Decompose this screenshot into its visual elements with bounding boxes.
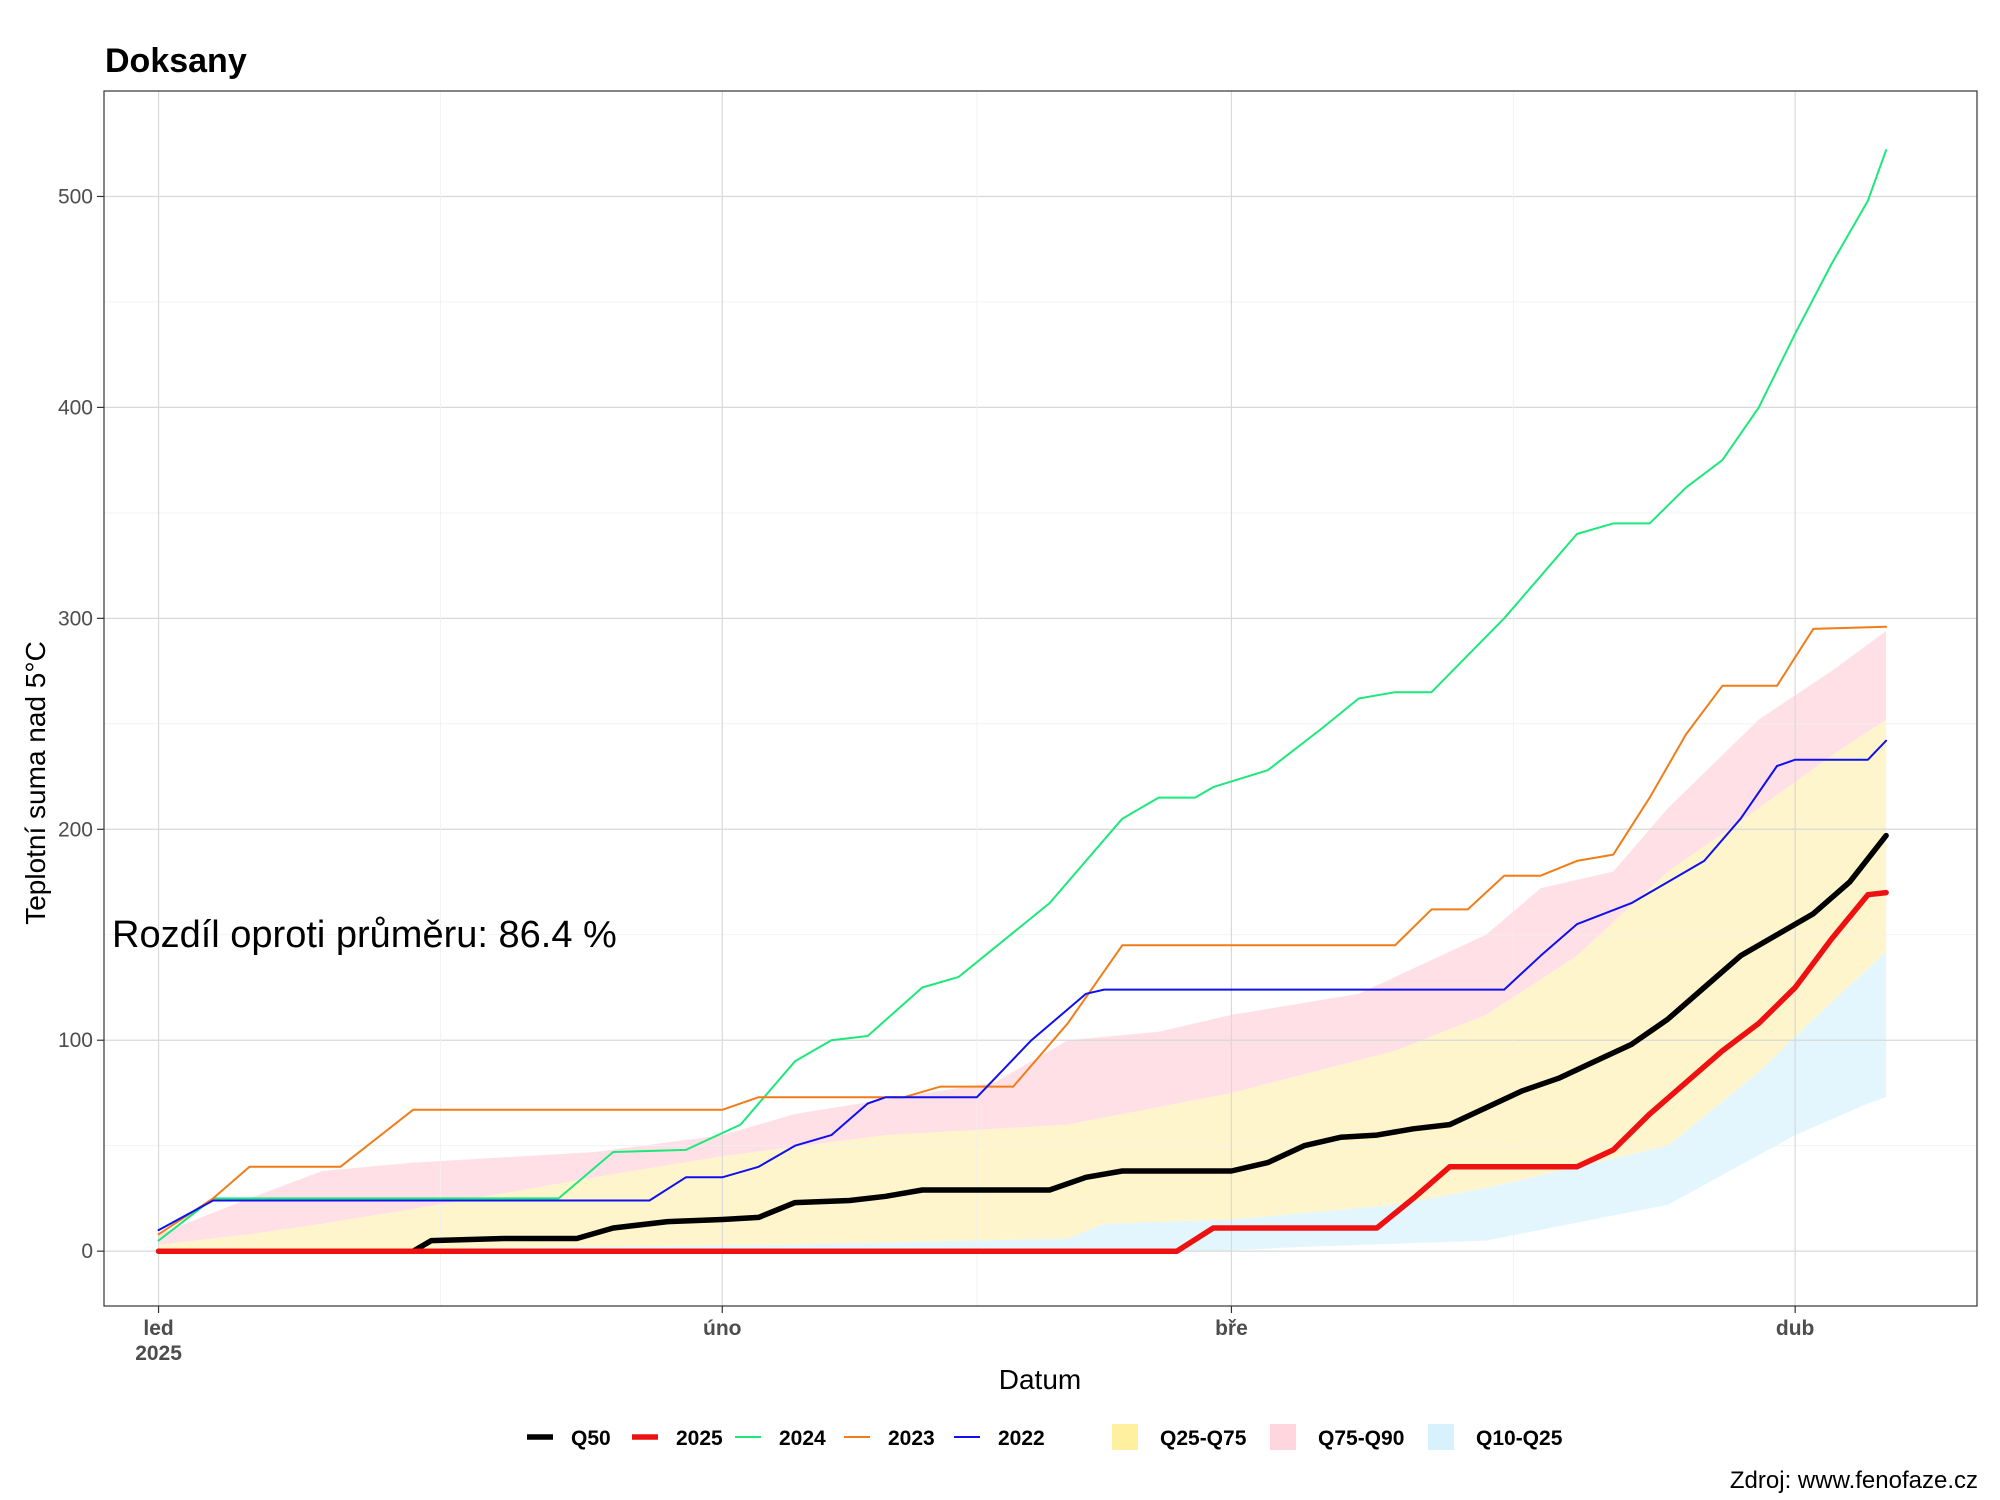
y-tick-label: 200 bbox=[58, 818, 93, 841]
band-q25-q75 bbox=[158, 719, 1887, 1252]
series-line-q50 bbox=[155, 832, 1889, 1254]
legend-label: 2024 bbox=[779, 1427, 826, 1450]
legend-label: 2022 bbox=[998, 1427, 1045, 1450]
band-q75-q90 bbox=[158, 631, 1887, 1245]
legend-key bbox=[1428, 1424, 1454, 1450]
legend-item-q75-q90: Q75-Q90 bbox=[1270, 1424, 1404, 1450]
series-line-2025 bbox=[155, 889, 1889, 1254]
source-caption: Zdroj: www.fenofaze.cz bbox=[1730, 1467, 1978, 1494]
x-tick-label: dub bbox=[1776, 1317, 1814, 1340]
chart-title: Doksany bbox=[105, 42, 247, 80]
y-tick-label: 300 bbox=[58, 607, 93, 630]
legend-key bbox=[1270, 1424, 1296, 1450]
series-line-2023 bbox=[157, 625, 1888, 1236]
legend-label: Q75-Q90 bbox=[1318, 1427, 1404, 1450]
legend-item-q25-q75: Q25-Q75 bbox=[1112, 1424, 1247, 1450]
legend-label: 2023 bbox=[888, 1427, 935, 1450]
legend-label: 2025 bbox=[676, 1427, 723, 1450]
series-line-2022 bbox=[157, 739, 1888, 1232]
plot-border bbox=[103, 90, 1978, 1307]
legend-item-2022: 2022 bbox=[954, 1427, 1045, 1450]
x-tick-label: bře bbox=[1215, 1317, 1248, 1340]
x-tick-sublabel: 2025 bbox=[135, 1342, 182, 1365]
legend-item-q10-q25: Q10-Q25 bbox=[1428, 1424, 1563, 1450]
y-tick-label: 500 bbox=[58, 185, 93, 208]
difference-annotation: Rozdíl oproti průměru: 86.4 % bbox=[112, 914, 617, 956]
x-tick-label: úno bbox=[703, 1317, 741, 1340]
legend-key bbox=[1112, 1424, 1138, 1450]
y-axis-ticks: 0 100 200 300 400 500 bbox=[58, 185, 104, 1263]
legend-label: Q25-Q75 bbox=[1160, 1427, 1247, 1450]
legend: Q50 2025 2024 2023 2022 Q25-Q75 Q75-Q90 Q10-Q25 bbox=[527, 1424, 1563, 1450]
y-tick-label: 0 bbox=[81, 1240, 93, 1263]
legend-item-q50: Q50 bbox=[527, 1427, 611, 1450]
series-lines bbox=[155, 149, 1889, 1254]
legend-item-2023: 2023 bbox=[844, 1427, 935, 1450]
legend-label: Q50 bbox=[571, 1427, 611, 1450]
grid-lines bbox=[104, 91, 1977, 1306]
legend-item-2024: 2024 bbox=[735, 1427, 826, 1450]
series-line-2024 bbox=[157, 149, 1888, 1242]
legend-item-2025: 2025 bbox=[632, 1427, 723, 1450]
quantile-bands bbox=[158, 631, 1887, 1252]
legend-label: Q10-Q25 bbox=[1476, 1427, 1563, 1450]
x-tick-label: led bbox=[143, 1317, 173, 1340]
y-tick-label: 400 bbox=[58, 396, 93, 419]
y-axis-title: Teplotní suma nad 5°C bbox=[20, 641, 51, 925]
y-tick-label: 100 bbox=[58, 1029, 93, 1052]
x-axis-title: Datum bbox=[999, 1364, 1081, 1395]
